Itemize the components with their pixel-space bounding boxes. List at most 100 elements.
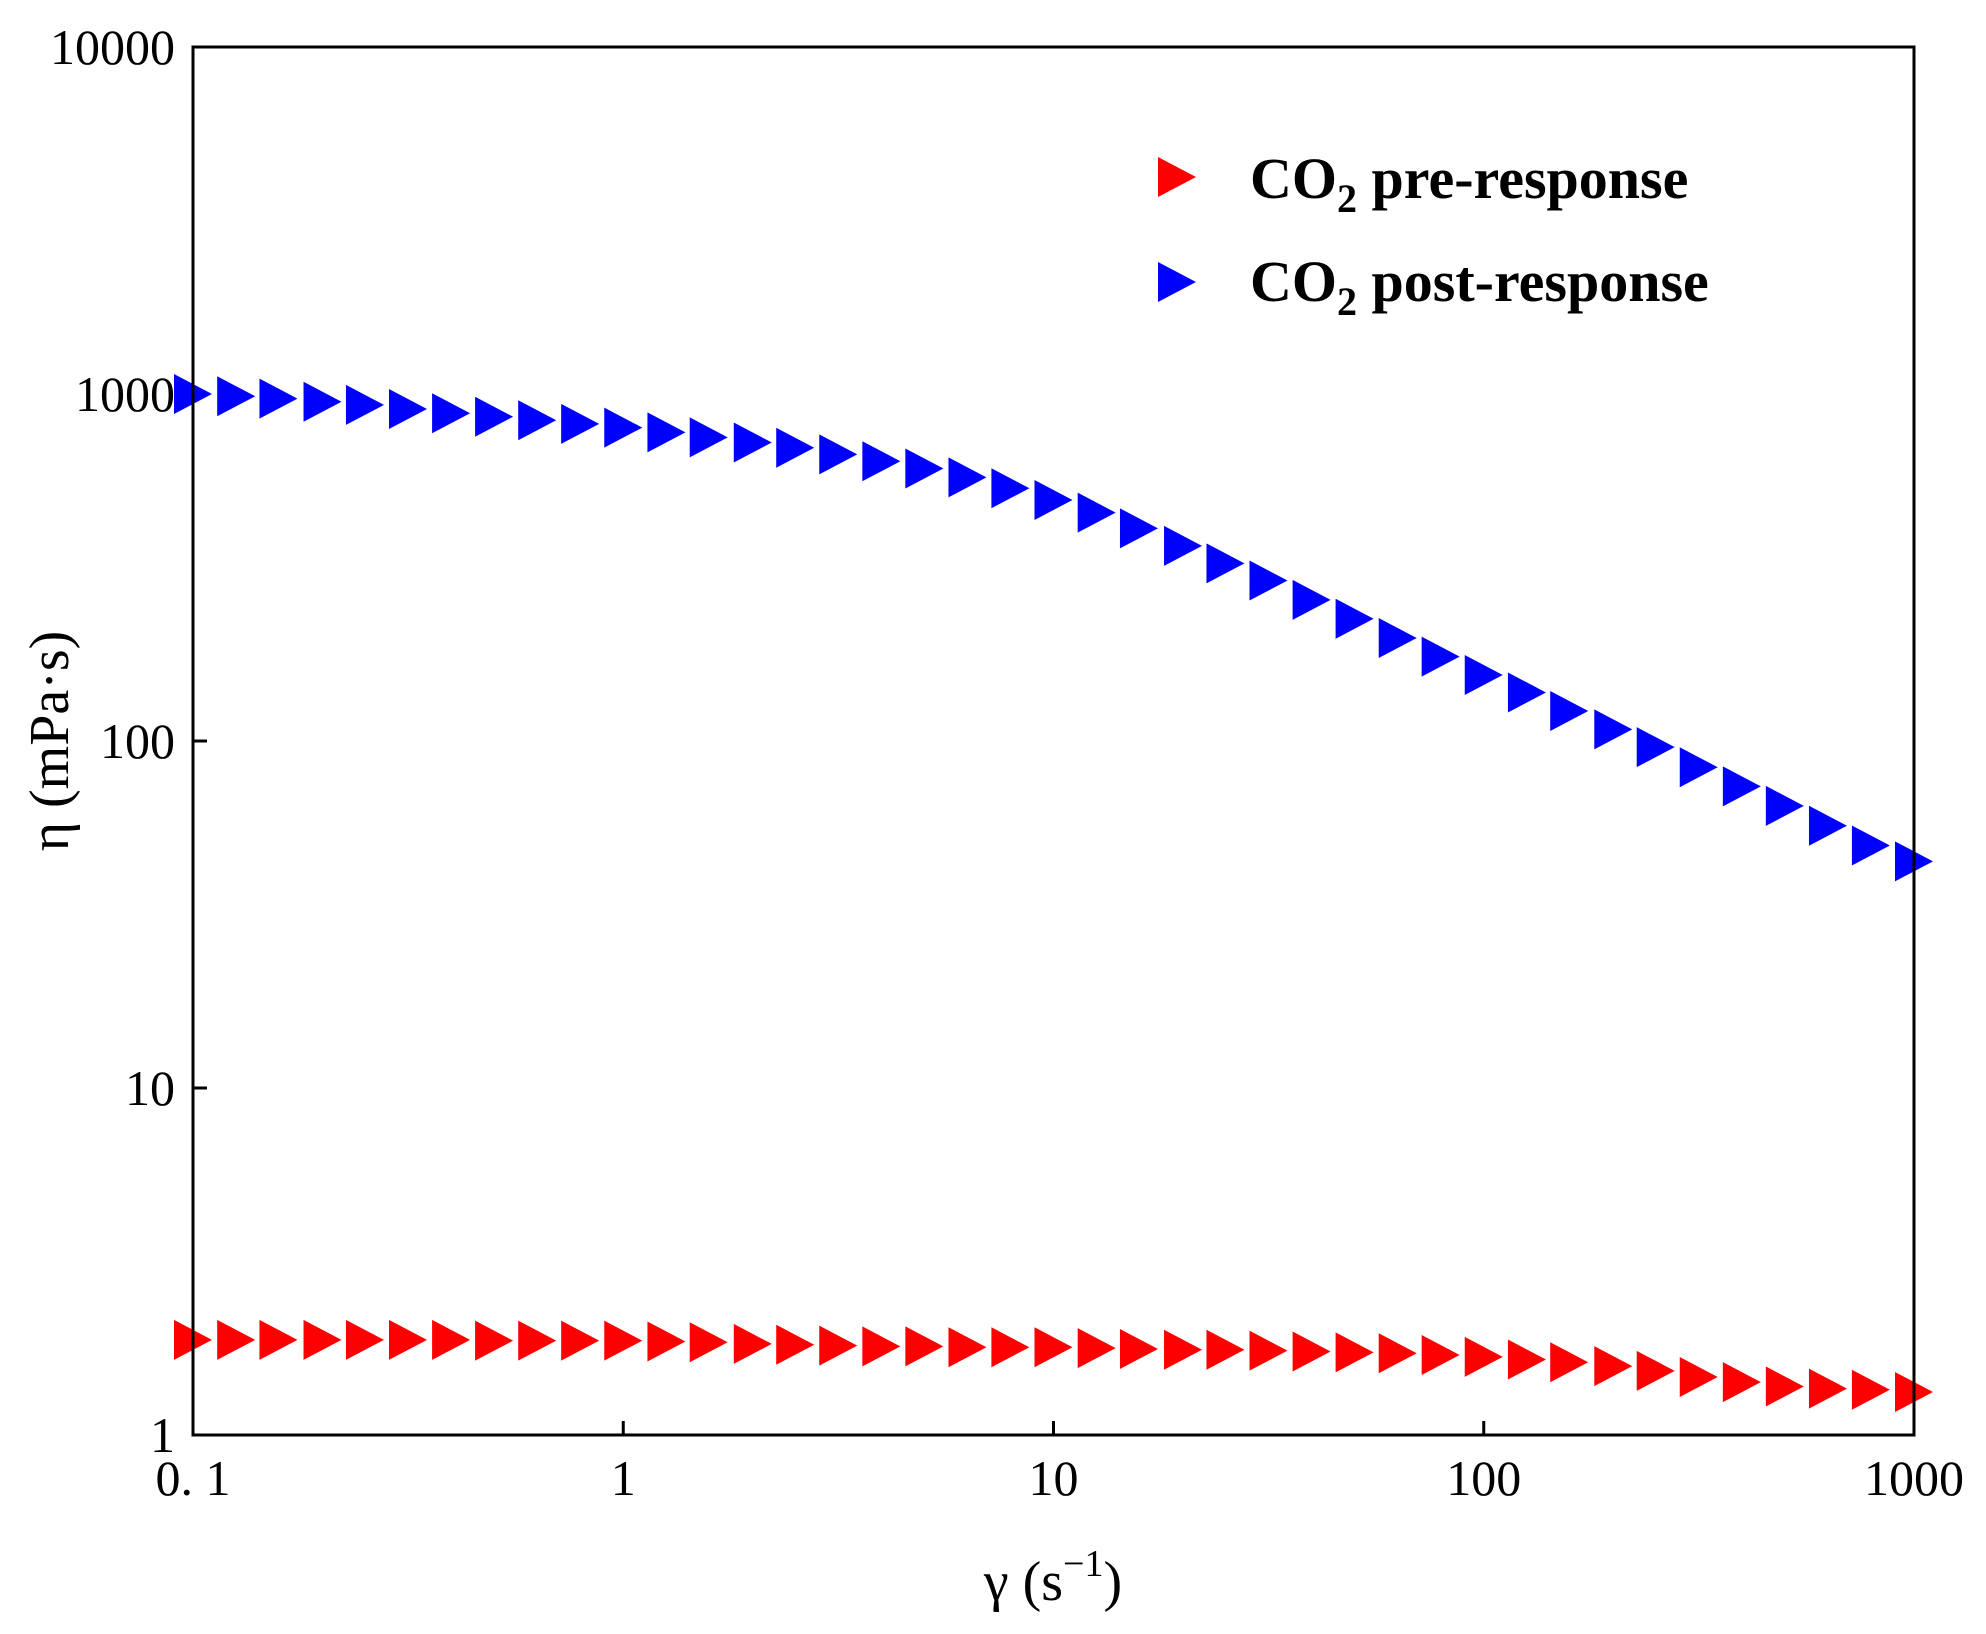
data-point xyxy=(1851,1369,1890,1410)
data-point xyxy=(1765,1366,1804,1407)
data-point xyxy=(1292,1331,1331,1372)
legend-pre-prefix: CO xyxy=(1250,146,1337,211)
data-point xyxy=(604,1320,643,1361)
data-point xyxy=(1119,1328,1158,1369)
data-point xyxy=(518,1320,557,1361)
legend-label-pre-response: CO2 pre-response xyxy=(1250,146,1688,221)
x-tick-label: 100 xyxy=(1446,1450,1521,1506)
data-point xyxy=(518,400,557,441)
y-tick-label: 1 xyxy=(150,1407,175,1463)
data-point xyxy=(948,457,987,498)
x-axis-label-tail: ) xyxy=(1103,1551,1122,1613)
data-point xyxy=(862,441,901,482)
data-point xyxy=(1249,1330,1288,1371)
data-point xyxy=(1679,747,1718,788)
data-point xyxy=(1679,1356,1718,1397)
data-point xyxy=(1550,1342,1589,1383)
data-point xyxy=(604,407,643,448)
x-tick-label: 10 xyxy=(1029,1450,1079,1506)
x-axis-label: γ (s−1) xyxy=(983,1543,1122,1613)
y-axis-label: η (mPa·s) xyxy=(19,631,81,852)
data-point xyxy=(1335,1332,1374,1373)
legend-post-sub: 2 xyxy=(1337,279,1357,324)
data-point xyxy=(689,417,728,458)
legend-pre-sub: 2 xyxy=(1337,176,1357,221)
data-point xyxy=(1378,1333,1417,1374)
data-point xyxy=(1594,709,1633,750)
data-point xyxy=(1421,636,1460,677)
data-point xyxy=(1550,691,1589,732)
x-axis-label-sup: −1 xyxy=(1063,1543,1103,1585)
data-point xyxy=(475,396,514,437)
data-point xyxy=(1808,1368,1847,1409)
data-point xyxy=(1464,654,1503,695)
data-point xyxy=(689,1322,728,1363)
x-tick-label: 0. 1 xyxy=(156,1450,231,1506)
data-point xyxy=(819,1325,858,1366)
data-point xyxy=(1421,1335,1460,1376)
data-point xyxy=(1034,1327,1073,1368)
data-point xyxy=(1594,1346,1633,1387)
data-point xyxy=(862,1326,901,1367)
data-point xyxy=(1636,727,1675,768)
x-tick-label: 1000 xyxy=(1864,1450,1964,1506)
data-point xyxy=(1722,1362,1761,1403)
data-point xyxy=(1077,492,1116,533)
x-axis-label-base: γ (s xyxy=(983,1551,1063,1613)
data-point xyxy=(1851,825,1890,866)
series-pre-response xyxy=(174,1319,1933,1413)
data-point xyxy=(1507,672,1546,713)
legend-marker-pre-response xyxy=(1158,157,1196,197)
y-tick-label: 100 xyxy=(100,713,175,769)
data-point xyxy=(259,1319,298,1360)
data-point xyxy=(432,393,471,434)
data-point xyxy=(1077,1328,1116,1369)
data-point xyxy=(733,422,772,463)
series-post-response xyxy=(174,374,1933,882)
data-point xyxy=(1249,560,1288,601)
data-point xyxy=(1722,766,1761,807)
data-point xyxy=(991,468,1030,509)
data-point xyxy=(1507,1339,1546,1380)
legend: CO2 pre-response CO2 post-response xyxy=(1158,146,1709,324)
data-point xyxy=(345,1319,384,1360)
data-point xyxy=(991,1327,1030,1368)
data-point xyxy=(303,1319,342,1360)
y-tick-label: 10 xyxy=(125,1060,175,1116)
data-point xyxy=(1464,1336,1503,1377)
plot-frame xyxy=(191,45,1916,1437)
data-point xyxy=(475,1320,514,1361)
legend-pre-suffix: pre-response xyxy=(1357,146,1688,211)
data-point xyxy=(1765,785,1804,826)
y-tick-label: 1000 xyxy=(75,366,175,422)
data-point xyxy=(1292,579,1331,620)
data-point xyxy=(388,1319,427,1360)
data-point xyxy=(345,384,384,425)
data-point xyxy=(1164,525,1203,566)
legend-post-prefix: CO xyxy=(1250,249,1337,314)
data-point xyxy=(776,427,815,468)
data-point xyxy=(388,389,427,430)
data-point xyxy=(1636,1350,1675,1391)
x-tick-label: 1 xyxy=(611,1450,636,1506)
data-point xyxy=(647,1321,686,1362)
data-point xyxy=(776,1324,815,1365)
data-point xyxy=(1206,1329,1245,1370)
data-point xyxy=(561,403,600,444)
series-layer xyxy=(174,374,1933,1413)
legend-post-suffix: post-response xyxy=(1357,249,1709,314)
data-point xyxy=(432,1319,471,1360)
data-point xyxy=(647,412,686,453)
legend-label-post-response: CO2 post-response xyxy=(1250,249,1709,324)
data-point xyxy=(905,448,944,489)
data-point xyxy=(733,1323,772,1364)
data-point xyxy=(1206,543,1245,584)
data-point xyxy=(561,1320,600,1361)
data-point xyxy=(1335,598,1374,639)
data-point xyxy=(259,378,298,419)
data-point xyxy=(905,1326,944,1367)
data-point xyxy=(948,1327,987,1368)
legend-marker-post-response xyxy=(1158,262,1196,302)
